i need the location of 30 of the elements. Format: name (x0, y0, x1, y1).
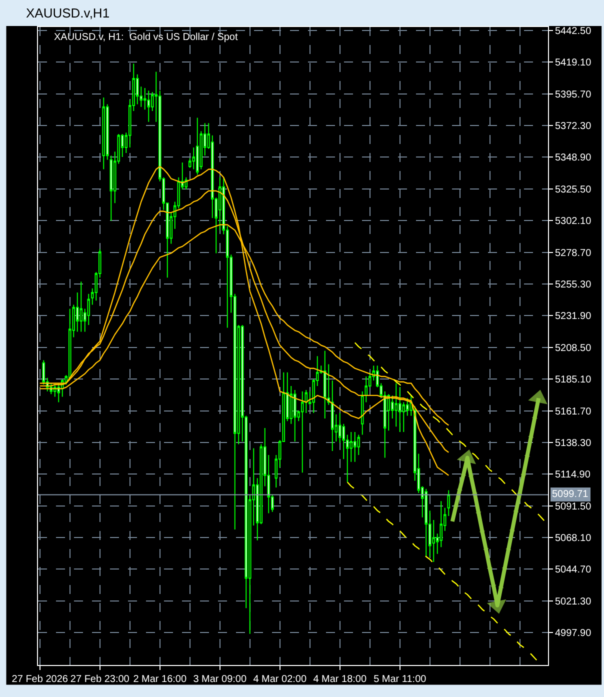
y-tick-label: 5302.10 (555, 216, 592, 228)
y-tick-label: 5138.30 (555, 438, 592, 449)
x-tick-label: 27 Feb 2026 (12, 674, 68, 685)
y-tick-label: 5255.30 (555, 279, 592, 290)
y-tick-label: 5091.50 (555, 501, 592, 512)
x-tick-label: 4 Mar 02:00 (253, 674, 307, 685)
y-tick-label: 5348.90 (555, 152, 592, 164)
y-tick-label: 4997.90 (555, 628, 592, 640)
chart-title: XAUUSD.v,H1 (26, 6, 110, 21)
x-tick-label: 3 Mar 09:00 (193, 674, 247, 685)
y-tick-label: 5161.70 (555, 406, 592, 418)
y-tick-label: 5185.10 (555, 374, 592, 386)
y-tick-label: 5442.50 (555, 26, 592, 37)
y-tick-label: 5278.70 (555, 248, 592, 259)
ref-line-label: 5099.71 (552, 489, 589, 500)
y-tick-label: 5395.70 (555, 89, 592, 100)
x-tick-label: 27 Feb 23:00 (70, 674, 130, 685)
y-tick-label: 5419.10 (555, 58, 592, 69)
y-tick-label: 5068.10 (555, 533, 592, 544)
x-tick-label: 4 Mar 18:00 (313, 674, 367, 685)
text: XAUUSD.v, H1: Gold vs US Dollar / Spot (54, 32, 238, 43)
y-tick-label: 5044.70 (555, 564, 592, 576)
x-tick-label: 2 Mar 16:00 (133, 674, 187, 685)
y-tick-label: 5231.90 (555, 311, 592, 322)
y-tick-label: 5208.50 (555, 342, 592, 354)
y-tick-label: 5114.90 (555, 470, 591, 481)
y-tick-label: 5325.50 (555, 184, 592, 196)
y-tick-label: 5021.30 (555, 596, 592, 608)
y-tick-label: 5372.30 (555, 120, 592, 132)
x-tick-label: 5 Mar 11:00 (374, 674, 427, 685)
